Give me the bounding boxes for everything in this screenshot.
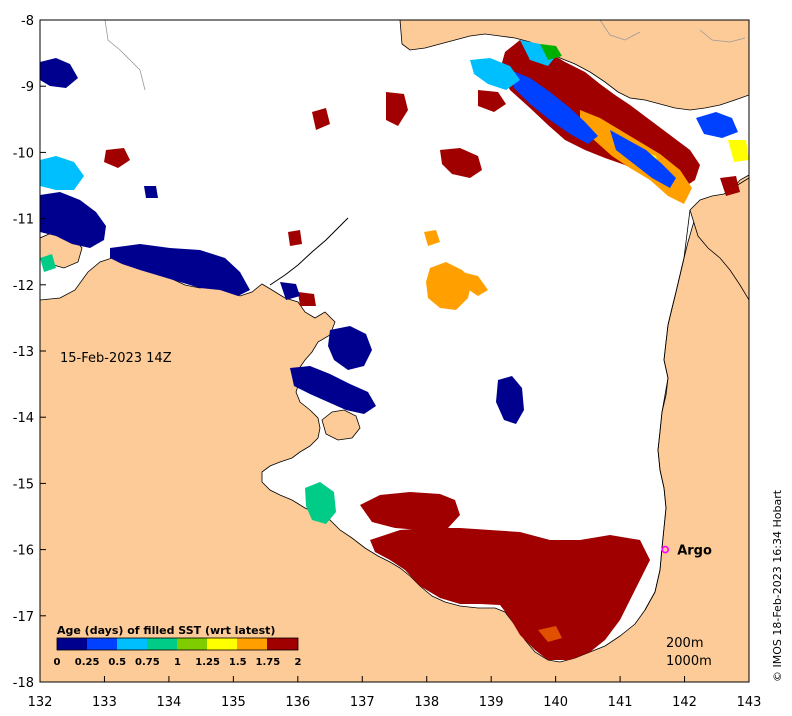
x-tick-label: 136 xyxy=(285,695,310,710)
y-tick-label: -18 xyxy=(13,676,34,691)
x-tick-label: 142 xyxy=(672,695,697,710)
contour-label-200m: 200m xyxy=(666,636,703,651)
y-tick-label: -10 xyxy=(13,146,34,161)
colorbar-tick-label: 2 xyxy=(295,657,302,668)
land-papua-new-guinea xyxy=(399,20,749,111)
y-tick-label: -13 xyxy=(13,345,34,360)
x-tick-label: 141 xyxy=(608,695,633,710)
argo-marker xyxy=(661,545,670,554)
colorbar-tick-label: 0.5 xyxy=(108,657,126,668)
x-tick-label: 133 xyxy=(92,695,117,710)
colorbar-tick-label: 0 xyxy=(54,657,61,668)
y-tick-label: -15 xyxy=(13,477,34,492)
x-tick-label: 143 xyxy=(737,695,762,710)
contour-label-1000m: 1000m xyxy=(666,654,712,669)
x-tick-label: 137 xyxy=(350,695,375,710)
colorbar-swatch xyxy=(237,638,267,650)
y-tick-label: -14 xyxy=(13,411,34,426)
x-axis: 132 133 134 135 136 137 138 139 140 141 142 143 xyxy=(28,676,762,710)
x-tick-label: 139 xyxy=(479,695,504,710)
x-tick-label: 140 xyxy=(543,695,568,710)
y-tick-label: -12 xyxy=(13,279,34,294)
y-axis: -8 -9 -10 -11 -12 -13 -14 -15 -16 -17 -18 xyxy=(13,14,46,691)
credit-text: © IMOS 18-Feb-2023 16:34 Hobart xyxy=(771,489,784,682)
colorbar-tick-label: 0.25 xyxy=(75,657,100,668)
y-tick-label: -9 xyxy=(21,80,34,95)
colorbar-tick-label: 1.5 xyxy=(229,657,247,668)
y-tick-label: -16 xyxy=(13,544,34,559)
colorbar: Age (days) of filled SST (wrt latest) 0 0… xyxy=(54,624,302,668)
land-cape-york xyxy=(689,177,749,301)
x-tick-label: 138 xyxy=(414,695,439,710)
bathymetry-contour xyxy=(104,20,746,91)
colorbar-swatch xyxy=(267,638,298,650)
colorbar-tick-label: 1 xyxy=(174,657,181,668)
x-tick-label: 132 xyxy=(28,695,53,710)
y-tick-label: -17 xyxy=(13,610,34,625)
sst-age-patches xyxy=(40,40,749,660)
coastline xyxy=(644,209,691,611)
x-tick-label: 135 xyxy=(221,695,246,710)
colorbar-tick-label: 1.75 xyxy=(256,657,281,668)
colorbar-swatch xyxy=(87,638,117,650)
colorbar-swatch xyxy=(177,638,207,650)
argo-label: Argo xyxy=(677,544,712,559)
x-tick-label: 134 xyxy=(156,695,181,710)
y-tick-label: -8 xyxy=(21,14,34,29)
colorbar-swatch xyxy=(147,638,177,650)
colorbar-swatch xyxy=(117,638,147,650)
colorbar-tick-label: 1.25 xyxy=(195,657,220,668)
colorbar-tick-label: 0.75 xyxy=(135,657,160,668)
colorbar-swatch xyxy=(57,638,87,650)
colorbar-title: Age (days) of filled SST (wrt latest) xyxy=(57,624,275,637)
date-label: 15-Feb-2023 14Z xyxy=(60,351,172,366)
land-wessel-islands xyxy=(269,217,349,286)
y-tick-label: -11 xyxy=(13,213,34,228)
land-island-groote xyxy=(321,409,361,441)
colorbar-swatch xyxy=(207,638,237,650)
